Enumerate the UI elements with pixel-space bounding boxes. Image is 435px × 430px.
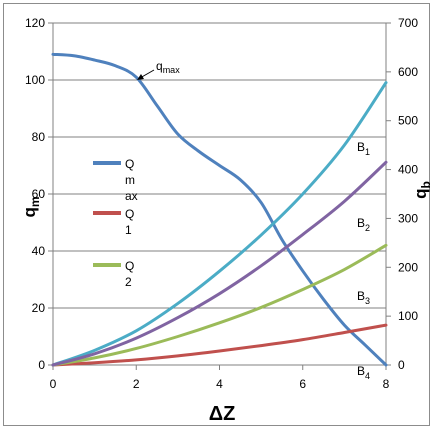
y-left-tick-label-4: 80 bbox=[32, 130, 46, 144]
legend-label-qmax-1: Q bbox=[125, 157, 134, 171]
y-left-tick-label-5: 100 bbox=[25, 73, 45, 87]
x-tick-label-0: 0 bbox=[50, 377, 57, 391]
annotation-b4: B4 bbox=[357, 364, 370, 381]
y-left-tick-label-0: 0 bbox=[38, 358, 45, 372]
legend-item-q1: Q 1 bbox=[93, 207, 134, 237]
y-left-tick-label-2: 40 bbox=[32, 244, 46, 258]
x-tick-label-1: 2 bbox=[133, 377, 140, 391]
series-line-b2 bbox=[51, 160, 388, 367]
annotation-qmax: qmax bbox=[137, 59, 180, 80]
y-right-tick-label-4: 400 bbox=[398, 163, 418, 177]
annotation-qmax-arrowhead bbox=[137, 74, 144, 80]
legend-label-qmax-2: m bbox=[125, 173, 135, 187]
annotation-b3: B3 bbox=[357, 289, 370, 306]
x-axis-title: ΔZ bbox=[209, 403, 236, 425]
y-right-tick-label-7: 700 bbox=[398, 16, 418, 30]
annotation-b2: B2 bbox=[357, 216, 370, 233]
legend-label-q1-1: Q bbox=[125, 207, 134, 221]
y-axis-left-title: qm bbox=[20, 196, 42, 217]
legend: Q m ax Q 1 Q 2 bbox=[93, 157, 138, 289]
series-line-q2 bbox=[51, 243, 388, 367]
y-axis-left-title-sub: m bbox=[28, 196, 42, 207]
svg-text:qb: qb bbox=[411, 181, 433, 199]
legend-label-q2-1: Q bbox=[125, 259, 134, 273]
y-axis-right-title: qb bbox=[411, 181, 433, 199]
svg-text:qm: qm bbox=[20, 196, 42, 217]
axes bbox=[48, 22, 391, 370]
legend-item-qmax: Q m ax bbox=[93, 157, 138, 203]
legend-label-qmax-3: ax bbox=[125, 189, 138, 203]
tick-labels: 0 20 40 60 80 100 120 0 100 200 300 400 500 600 700 0 2 4… bbox=[25, 16, 418, 391]
annotation-qmax-sub: max bbox=[163, 65, 181, 75]
y-axis-right-title-sub: b bbox=[419, 181, 433, 188]
y-left-tick-label-3: 60 bbox=[32, 187, 46, 201]
x-tick-label-3: 6 bbox=[299, 377, 306, 391]
y-right-tick-label-1: 100 bbox=[398, 309, 418, 323]
legend-label-q2-2: 2 bbox=[125, 275, 132, 289]
annotation-b1: B1 bbox=[357, 140, 370, 157]
y-right-tick-label-0: 0 bbox=[398, 358, 405, 372]
y-right-tick-label-6: 600 bbox=[398, 65, 418, 79]
legend-label-q1-2: 1 bbox=[125, 223, 132, 237]
y-left-tick-label-1: 20 bbox=[32, 301, 46, 315]
series-line-b1 bbox=[51, 81, 388, 367]
annotation-qmax-label: q bbox=[156, 59, 163, 73]
y-right-tick-label-5: 500 bbox=[398, 114, 418, 128]
svg-text:qmax: qmax bbox=[156, 59, 180, 75]
x-tick-label-4: 8 bbox=[383, 377, 390, 391]
y-axis-right-title-main: q bbox=[411, 188, 430, 198]
y-left-tick-label-6: 120 bbox=[25, 16, 45, 30]
series-line-qmax bbox=[51, 52, 388, 367]
y-right-tick-label-3: 300 bbox=[398, 211, 418, 225]
series-lines bbox=[51, 52, 388, 367]
chart-frame bbox=[3, 3, 430, 426]
x-tick-label-2: 4 bbox=[216, 377, 223, 391]
legend-item-q2: Q 2 bbox=[93, 259, 134, 289]
y-right-tick-label-2: 200 bbox=[398, 260, 418, 274]
y-axis-left-title-main: q bbox=[20, 207, 39, 217]
series-line-q1 bbox=[51, 323, 388, 367]
